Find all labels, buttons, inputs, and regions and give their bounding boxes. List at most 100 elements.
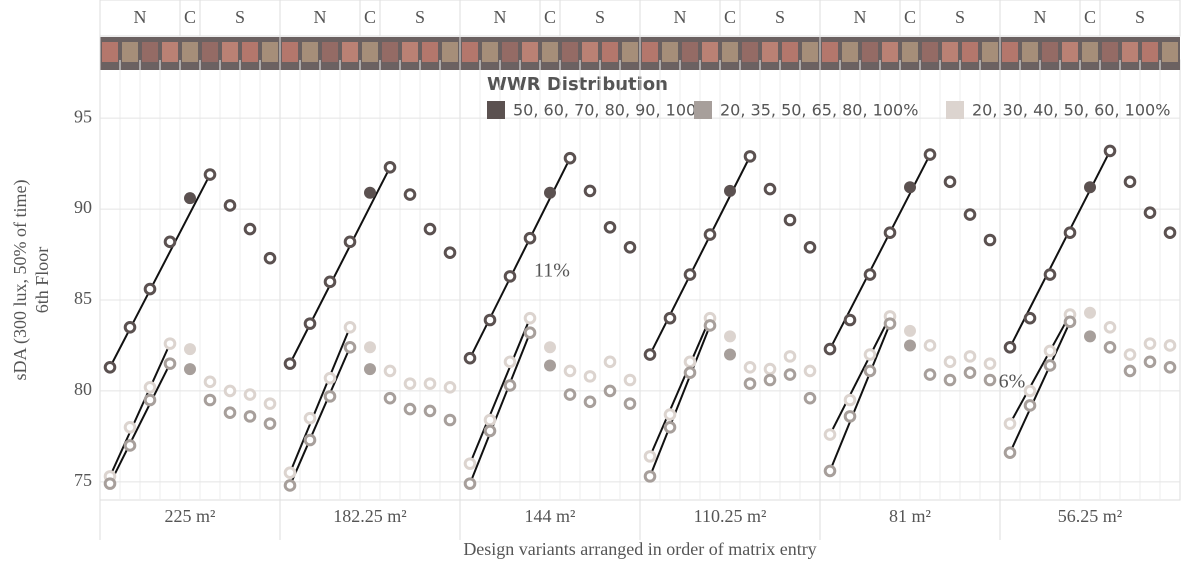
data-point (865, 350, 875, 360)
data-point (605, 222, 615, 232)
data-point (105, 362, 115, 372)
group-label: S (955, 7, 965, 27)
data-point (1045, 346, 1055, 356)
data-point (965, 210, 975, 220)
header-tile (882, 42, 898, 62)
header-tile (522, 42, 538, 62)
header-tile (162, 42, 178, 62)
data-point (1084, 181, 1096, 193)
header-tile (102, 42, 118, 62)
data-point (345, 322, 355, 332)
header-tile (682, 42, 698, 62)
data-point (585, 372, 595, 382)
data-point (345, 342, 355, 352)
y-axis-subtitle: 6th Floor (32, 247, 52, 314)
data-point (945, 375, 955, 385)
header-tile (722, 42, 738, 62)
data-point (505, 381, 515, 391)
group-label: N (494, 7, 507, 27)
header-tile (622, 42, 638, 62)
data-point (1025, 386, 1035, 396)
header-tile (482, 42, 498, 62)
group-label: S (595, 7, 605, 27)
header-tile (362, 42, 378, 62)
group-label: N (314, 7, 327, 27)
header-tile (502, 42, 518, 62)
data-point (145, 395, 155, 405)
data-point (1084, 307, 1096, 319)
data-point (904, 181, 916, 193)
header-tile (702, 42, 718, 62)
data-point (1165, 362, 1175, 372)
data-point (364, 341, 376, 353)
data-point (305, 435, 315, 445)
y-tick-label: 85 (74, 288, 92, 308)
data-point (364, 187, 376, 199)
group-label: N (134, 7, 147, 27)
header-tile (282, 42, 298, 62)
data-point (1145, 339, 1155, 349)
group-label: N (1034, 7, 1047, 27)
chart: sDA (300 lux, 50% of time) 6th Floor Des… (0, 0, 1181, 564)
data-point (165, 339, 175, 349)
data-point (685, 270, 695, 280)
data-point (1105, 342, 1115, 352)
header-tile (1062, 42, 1078, 62)
header-tile (762, 42, 778, 62)
data-point (1005, 419, 1015, 429)
data-point (325, 277, 335, 287)
data-point (445, 382, 455, 392)
data-point (285, 359, 295, 369)
x-tick-label: 81 m² (889, 506, 931, 526)
y-axis-title: sDA (300 lux, 50% of time) (10, 180, 31, 381)
group-label: S (415, 7, 425, 27)
header-tile (1042, 42, 1058, 62)
data-point (544, 187, 556, 199)
data-point (505, 357, 515, 367)
data-point (125, 441, 135, 451)
header-tile (802, 42, 818, 62)
header-tile (1162, 42, 1178, 62)
data-point (505, 272, 515, 282)
data-point (445, 415, 455, 425)
header-tile (122, 42, 138, 62)
y-tick-label: 90 (74, 197, 92, 217)
data-point (805, 393, 815, 403)
data-point (685, 368, 695, 378)
data-point (544, 341, 556, 353)
header-tile (262, 42, 278, 62)
data-point (645, 472, 655, 482)
header-tile (662, 42, 678, 62)
data-point (565, 366, 575, 376)
header-tile (822, 42, 838, 62)
group-label: C (1084, 7, 1096, 27)
data-point (565, 390, 575, 400)
data-point (1005, 342, 1015, 352)
data-point (184, 363, 196, 375)
header-tile (202, 42, 218, 62)
data-point (145, 382, 155, 392)
data-point (525, 233, 535, 243)
annotation: 6% (999, 371, 1026, 393)
group-label: S (775, 7, 785, 27)
data-point (285, 468, 295, 478)
data-point (985, 375, 995, 385)
data-point (1145, 357, 1155, 367)
data-point (724, 349, 736, 361)
data-point (724, 185, 736, 197)
data-point (745, 379, 755, 389)
header-tile (1102, 42, 1118, 62)
data-point (285, 481, 295, 491)
data-point (665, 410, 675, 420)
header-tile (1082, 42, 1098, 62)
data-point (845, 412, 855, 422)
data-point (1045, 270, 1055, 280)
data-point (645, 350, 655, 360)
header-tile (342, 42, 358, 62)
header-tile (862, 42, 878, 62)
header-tile (1022, 42, 1038, 62)
data-point (745, 152, 755, 162)
data-point (1125, 177, 1135, 187)
data-point (1165, 341, 1175, 351)
data-point (845, 315, 855, 325)
